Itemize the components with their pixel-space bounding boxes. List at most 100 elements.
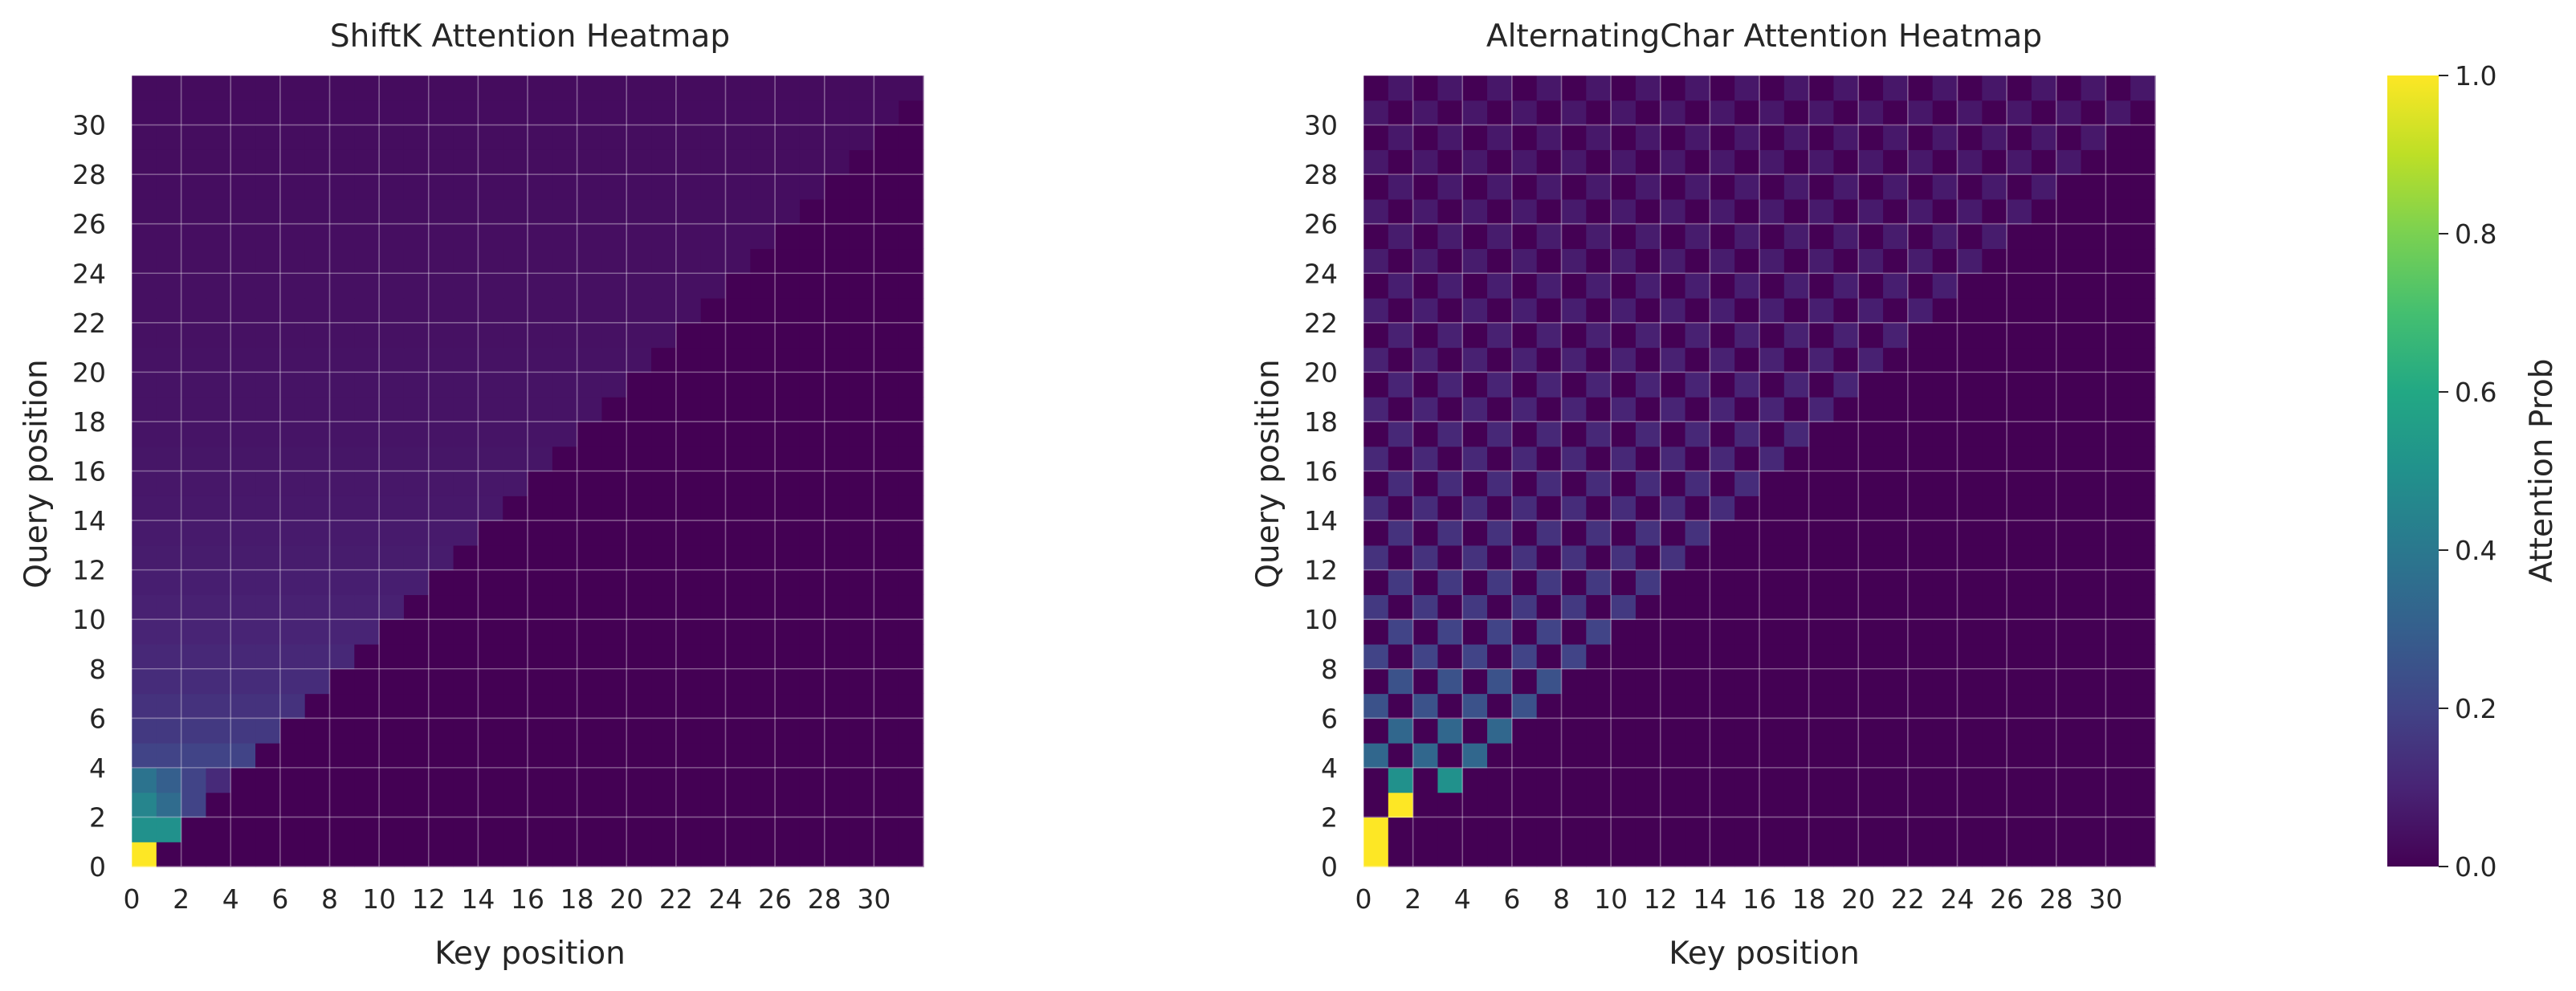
heatmap-cell (725, 718, 751, 744)
y-tick-label: 20 (1304, 357, 1338, 388)
heatmap-cell (329, 817, 355, 842)
heatmap-cell (156, 619, 182, 645)
heatmap-cell (750, 544, 776, 571)
y-tick-label: 24 (1304, 258, 1338, 289)
y-tick-label: 4 (1321, 752, 1338, 784)
heatmap-cell (379, 347, 405, 373)
heatmap-cell (279, 149, 306, 175)
heatmap-cell (799, 619, 825, 645)
heatmap-cell (2007, 718, 2032, 744)
heatmap-cell (899, 223, 924, 250)
heatmap-cell (2130, 446, 2156, 472)
heatmap-cell (1907, 322, 1934, 349)
heatmap-cell (279, 792, 306, 818)
heatmap-cell (354, 718, 380, 744)
heatmap-cell (601, 668, 627, 695)
heatmap-cell (725, 273, 751, 299)
heatmap-cell (478, 767, 503, 793)
heatmap-cell (1734, 198, 1760, 225)
heatmap-cell (1808, 198, 1835, 225)
heatmap-cell (329, 471, 355, 496)
heatmap-cell (1907, 594, 1934, 620)
heatmap-cell (354, 322, 380, 349)
heatmap-cell (403, 174, 430, 200)
heatmap-cell (1561, 496, 1587, 521)
heatmap-cell (403, 198, 430, 225)
heatmap-cell (651, 149, 677, 175)
heatmap-cell (230, 397, 256, 422)
heatmap-cell (601, 743, 627, 769)
heatmap-cell (379, 743, 405, 769)
heatmap-cell (181, 643, 207, 670)
heatmap-cell (2105, 569, 2131, 596)
heatmap-cell (1511, 75, 1538, 101)
heatmap-cell (700, 594, 727, 620)
heatmap-cell (799, 496, 825, 521)
heatmap-cell (428, 298, 454, 324)
heatmap-cell (403, 75, 430, 101)
heatmap-cell (775, 100, 801, 126)
heatmap-cell (577, 668, 603, 695)
heatmap-cell (1363, 397, 1389, 422)
heatmap-cell (2056, 743, 2082, 769)
heatmap-cell (132, 643, 157, 670)
heatmap-cell (2007, 149, 2032, 175)
heatmap-cell (775, 75, 801, 101)
heatmap-cell (503, 100, 528, 126)
heatmap-cell (577, 792, 603, 818)
heatmap-cell (874, 322, 899, 349)
heatmap-cell (1759, 767, 1785, 793)
heatmap-cell (132, 471, 157, 496)
heatmap-cell (700, 643, 727, 670)
heatmap-cell (1363, 496, 1389, 521)
heatmap-cell (1462, 446, 1488, 472)
heatmap-cell (1685, 718, 1710, 744)
heatmap-cell (824, 446, 850, 472)
heatmap-cell (329, 75, 355, 101)
heatmap-cell (1536, 100, 1563, 126)
heatmap-cell (700, 496, 727, 521)
heatmap-cell (1511, 198, 1538, 225)
heatmap-cell (1536, 743, 1563, 769)
heatmap-cell (304, 100, 331, 126)
heatmap-cell (601, 124, 627, 150)
heatmap-cell (2081, 446, 2106, 472)
heatmap-cell (379, 544, 405, 571)
heatmap-cell (552, 298, 578, 324)
heatmap-cell (255, 496, 281, 521)
heatmap-cell (1363, 100, 1389, 126)
heatmap-cell (675, 643, 702, 670)
heatmap-cell (849, 718, 874, 744)
heatmap-cell (1437, 174, 1463, 200)
heatmap-cell (1511, 471, 1538, 496)
heatmap-cell (528, 347, 553, 373)
heatmap-cell (1388, 718, 1414, 744)
heatmap-cell (1586, 421, 1612, 447)
heatmap-cell (1388, 471, 1414, 496)
heatmap-cell (651, 471, 677, 496)
heatmap-cell (1437, 718, 1463, 744)
heatmap-cell (1783, 471, 1810, 496)
heatmap-cell (2056, 248, 2082, 274)
heatmap-cell (2031, 544, 2057, 571)
heatmap-cell (2007, 643, 2032, 670)
heatmap-cell (1363, 767, 1389, 793)
heatmap-cell (1586, 446, 1612, 472)
heatmap-cell (206, 273, 231, 299)
heatmap-cell (700, 149, 727, 175)
x-tick-label: 10 (1594, 883, 1628, 915)
heatmap-cell (700, 668, 727, 695)
heatmap-cell (304, 643, 331, 670)
heatmap-cell (1833, 124, 1859, 150)
heatmap-cell (626, 842, 652, 867)
heatmap-cell (1957, 347, 1983, 373)
heatmap-cell (725, 174, 751, 200)
heatmap-cell (824, 421, 850, 447)
heatmap-cell (2105, 693, 2131, 719)
heatmap-cell (181, 693, 207, 719)
x-tick-label: 16 (1742, 883, 1776, 915)
heatmap-cell (354, 643, 380, 670)
heatmap-cell (577, 718, 603, 744)
heatmap-cell (1635, 619, 1661, 645)
heatmap-cell (1611, 372, 1636, 398)
